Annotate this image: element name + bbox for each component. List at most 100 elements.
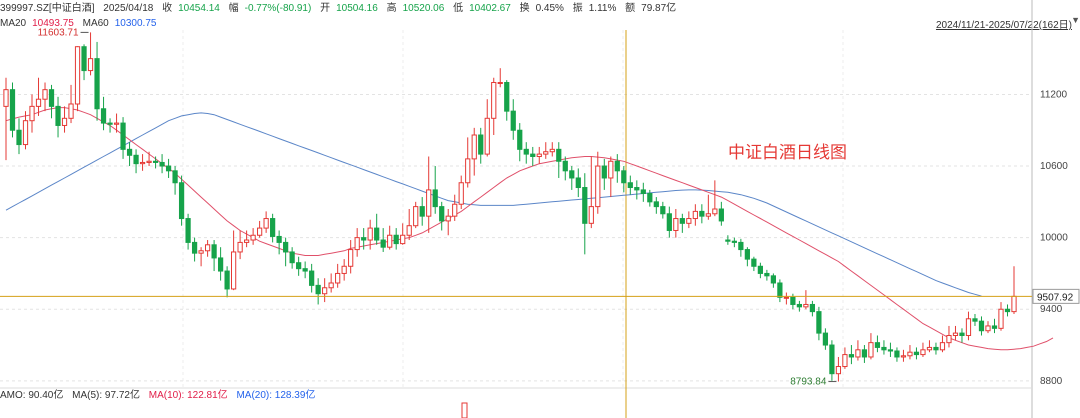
candle-body [543,151,549,155]
candle-body [426,189,432,217]
ma60-line [5,112,982,297]
candle-body [113,122,120,125]
candle-body [881,346,887,351]
candle-body [484,117,490,155]
candle-body [3,89,9,107]
candle-body [692,210,698,220]
candle-body [790,296,796,305]
candle-body [868,342,874,358]
amplitude-label: 振 [572,3,583,14]
chevron-down-icon[interactable]: ▼ [1071,15,1080,25]
candle-body [985,325,991,332]
amo-legend: AMO: 90.40亿 MA(5): 97.72亿 MA(10): 122.81… [0,389,321,403]
candle-body [341,265,347,274]
candle-body [777,282,783,298]
candle-body [9,89,16,131]
turnover-value: 0.45% [535,3,564,14]
candle-body [146,160,152,163]
candle-body [634,187,640,191]
amo-value: AMO: 90.40亿 [0,390,64,401]
candle-body [217,257,224,272]
date-range-selector[interactable]: 2024/11/21-2025/07/22(162日) [935,20,1072,31]
candle-body [816,311,822,334]
candle-body [387,234,393,248]
candle-body [510,110,516,131]
candle-body [803,303,809,308]
candle-body [770,275,776,284]
candle-body [627,182,633,189]
candle-body [959,332,965,336]
low-value: 10402.67 [469,3,511,14]
candle-body [705,213,711,217]
y-tick-label: 11200 [1040,89,1068,100]
candle-body [972,318,978,322]
candle-body [354,237,360,251]
candle-body [204,244,211,252]
candle-body [465,158,471,184]
candle-body [796,303,803,308]
candle-body [588,206,594,224]
candle-body [237,241,243,253]
candle-body [835,366,842,375]
candle-body [94,58,100,110]
amo-ma5: MA(5): 97.72亿 [72,390,140,401]
candle-body [419,206,425,217]
candle-body [536,153,542,157]
candle-body [309,270,315,286]
candle-body [887,349,894,352]
candle-body [413,206,419,227]
candle-body [230,251,237,290]
candle-body [874,342,881,348]
candle-body [920,349,926,356]
candle-body [1011,295,1017,313]
candle-body [81,46,87,72]
ma20-line [5,107,1054,351]
candle-body [48,89,55,107]
candle-body [185,218,191,243]
candle-body [640,189,646,194]
candle-body [328,282,334,289]
candle-body [133,154,139,165]
candle-body [152,160,159,163]
candle-body [29,105,35,122]
candle-body [848,354,855,358]
candle-body [556,148,562,162]
candle-body [608,160,614,179]
change-value: -0.77%(-80.91) [244,3,312,14]
candle-body [478,134,484,155]
candle-body [764,272,770,277]
candle-body [276,235,282,243]
candle-body [315,284,321,295]
y-tick-label: 10600 [1040,161,1068,172]
candle-body [165,165,172,172]
candle-body [621,170,627,184]
candle-body [87,58,94,72]
ma20-label: MA20 [0,18,27,29]
candle-body [263,218,269,229]
candle-body [952,332,959,336]
candle-body [744,249,750,260]
candle-body [100,108,107,124]
candle-body [718,208,724,222]
candle-body [55,105,61,126]
candle-body [471,134,477,160]
candle-body [907,351,913,357]
candle-body [751,258,757,267]
candle-body [283,241,289,253]
candle-body [244,239,250,243]
candle-body [575,177,581,189]
candle-body [998,308,1004,329]
candle-body [257,227,263,236]
candle-body [16,129,22,146]
candle-body [894,350,900,358]
candle-body [965,318,972,336]
candle-body [946,334,952,344]
open-value: 10504.16 [336,3,378,14]
amount-value: 79.87亿 [641,3,677,14]
candle-body [991,325,998,329]
candle-body [653,201,659,208]
candle-body [569,170,575,179]
price-tag-label: 9507.92 [1037,292,1074,303]
candle-body [686,218,692,224]
